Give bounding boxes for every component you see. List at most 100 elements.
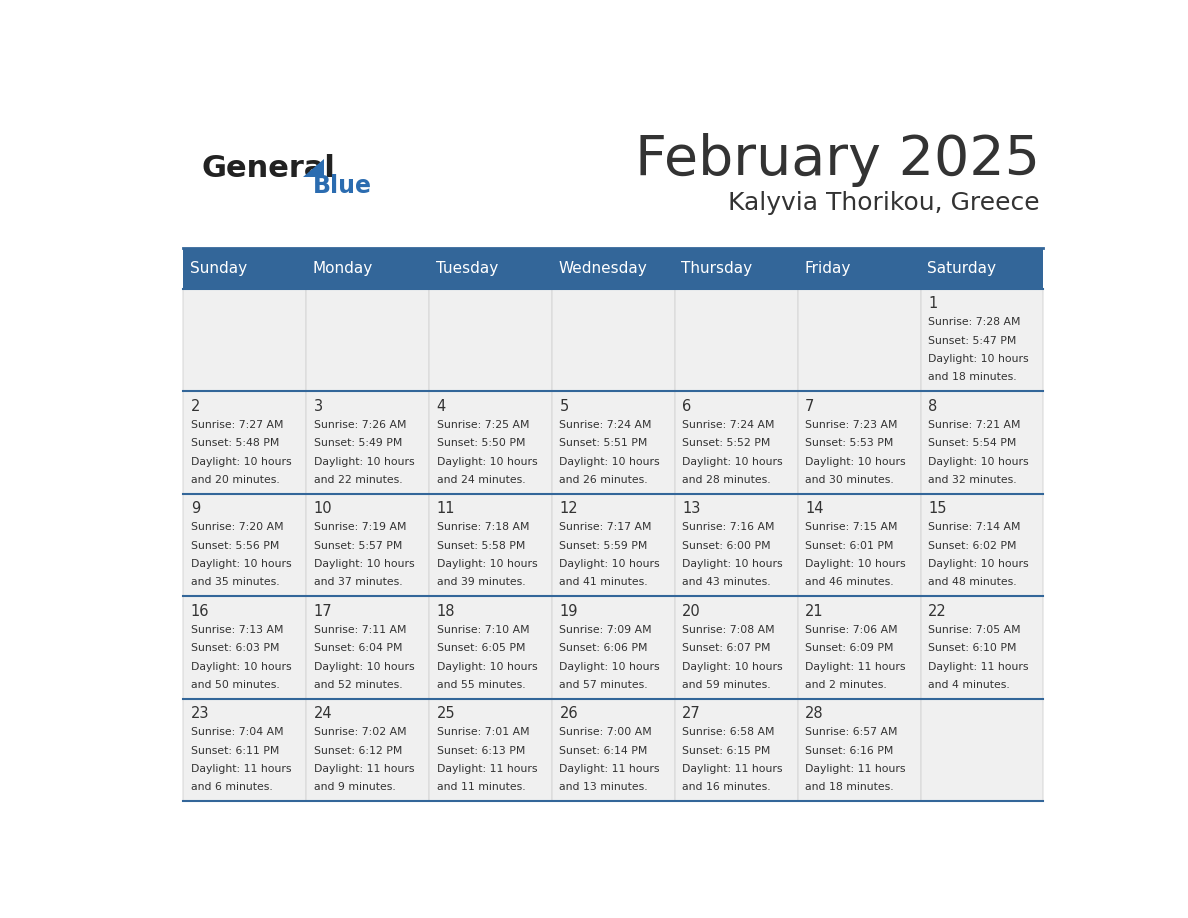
Bar: [307, 699, 429, 801]
Text: Sunset: 6:16 PM: Sunset: 6:16 PM: [805, 745, 893, 756]
Text: Daylight: 10 hours: Daylight: 10 hours: [928, 354, 1029, 364]
Text: 17: 17: [314, 603, 333, 619]
Text: 27: 27: [682, 706, 701, 721]
Text: Sunrise: 7:05 AM: Sunrise: 7:05 AM: [928, 625, 1020, 634]
Text: Sunrise: 7:19 AM: Sunrise: 7:19 AM: [314, 522, 406, 532]
Text: 15: 15: [928, 501, 947, 516]
Text: and 48 minutes.: and 48 minutes.: [928, 577, 1017, 588]
Text: and 50 minutes.: and 50 minutes.: [191, 680, 279, 690]
Text: Sunset: 6:05 PM: Sunset: 6:05 PM: [436, 644, 525, 653]
Text: 18: 18: [436, 603, 455, 619]
Text: Daylight: 10 hours: Daylight: 10 hours: [560, 456, 661, 466]
Text: Sunrise: 7:00 AM: Sunrise: 7:00 AM: [560, 727, 652, 737]
Text: 7: 7: [805, 398, 815, 413]
Bar: [307, 289, 429, 391]
Text: and 13 minutes.: and 13 minutes.: [560, 782, 647, 792]
Text: and 57 minutes.: and 57 minutes.: [560, 680, 647, 690]
Text: and 18 minutes.: and 18 minutes.: [805, 782, 893, 792]
Polygon shape: [303, 159, 324, 177]
Bar: [429, 597, 552, 699]
Text: Sunset: 5:51 PM: Sunset: 5:51 PM: [560, 438, 647, 448]
Text: Sunrise: 7:27 AM: Sunrise: 7:27 AM: [191, 420, 284, 430]
Bar: [307, 597, 429, 699]
Text: Sunset: 6:02 PM: Sunset: 6:02 PM: [928, 541, 1017, 551]
Text: Daylight: 10 hours: Daylight: 10 hours: [191, 662, 291, 671]
Text: 23: 23: [191, 706, 209, 721]
Text: 9: 9: [191, 501, 200, 516]
Bar: [675, 699, 797, 801]
Bar: [552, 391, 675, 494]
Text: Sunrise: 7:01 AM: Sunrise: 7:01 AM: [436, 727, 529, 737]
Text: 19: 19: [560, 603, 577, 619]
Text: Daylight: 10 hours: Daylight: 10 hours: [928, 456, 1029, 466]
Text: Daylight: 11 hours: Daylight: 11 hours: [682, 764, 783, 774]
Text: 4: 4: [436, 398, 446, 413]
Bar: [797, 289, 921, 391]
Text: Daylight: 10 hours: Daylight: 10 hours: [928, 559, 1029, 569]
Text: Sunset: 6:00 PM: Sunset: 6:00 PM: [682, 541, 771, 551]
Text: Sunrise: 7:20 AM: Sunrise: 7:20 AM: [191, 522, 284, 532]
Text: and 28 minutes.: and 28 minutes.: [682, 475, 771, 485]
Text: 25: 25: [436, 706, 455, 721]
Text: Daylight: 10 hours: Daylight: 10 hours: [682, 662, 783, 671]
Text: and 24 minutes.: and 24 minutes.: [436, 475, 525, 485]
Text: Sunrise: 6:58 AM: Sunrise: 6:58 AM: [682, 727, 775, 737]
Text: Sunset: 6:13 PM: Sunset: 6:13 PM: [436, 745, 525, 756]
Bar: [307, 494, 429, 597]
Bar: [921, 699, 1043, 801]
Text: Sunset: 6:07 PM: Sunset: 6:07 PM: [682, 644, 771, 653]
Text: Sunset: 6:14 PM: Sunset: 6:14 PM: [560, 745, 647, 756]
Text: Thursday: Thursday: [682, 261, 752, 276]
Bar: [183, 248, 1043, 289]
Bar: [675, 391, 797, 494]
Text: 3: 3: [314, 398, 323, 413]
Text: Daylight: 11 hours: Daylight: 11 hours: [560, 764, 659, 774]
Text: Sunset: 6:04 PM: Sunset: 6:04 PM: [314, 644, 403, 653]
Text: and 22 minutes.: and 22 minutes.: [314, 475, 403, 485]
Text: General: General: [202, 153, 336, 183]
Text: Daylight: 10 hours: Daylight: 10 hours: [314, 559, 415, 569]
Text: Sunset: 6:15 PM: Sunset: 6:15 PM: [682, 745, 771, 756]
Text: 21: 21: [805, 603, 823, 619]
Text: Tuesday: Tuesday: [436, 261, 498, 276]
Bar: [429, 289, 552, 391]
Text: Sunrise: 7:21 AM: Sunrise: 7:21 AM: [928, 420, 1020, 430]
Text: Sunrise: 7:28 AM: Sunrise: 7:28 AM: [928, 318, 1020, 328]
Text: and 4 minutes.: and 4 minutes.: [928, 680, 1010, 690]
Text: and 16 minutes.: and 16 minutes.: [682, 782, 771, 792]
Text: 26: 26: [560, 706, 579, 721]
Text: Sunset: 6:11 PM: Sunset: 6:11 PM: [191, 745, 279, 756]
Text: 12: 12: [560, 501, 579, 516]
Text: Sunrise: 7:18 AM: Sunrise: 7:18 AM: [436, 522, 529, 532]
Text: and 30 minutes.: and 30 minutes.: [805, 475, 893, 485]
Bar: [552, 289, 675, 391]
Text: 2: 2: [191, 398, 201, 413]
Text: 8: 8: [928, 398, 937, 413]
Text: Sunrise: 7:09 AM: Sunrise: 7:09 AM: [560, 625, 652, 634]
Text: Daylight: 11 hours: Daylight: 11 hours: [928, 662, 1029, 671]
Text: and 46 minutes.: and 46 minutes.: [805, 577, 893, 588]
Text: and 41 minutes.: and 41 minutes.: [560, 577, 647, 588]
Bar: [921, 494, 1043, 597]
Text: Monday: Monday: [312, 261, 373, 276]
Text: Sunrise: 7:04 AM: Sunrise: 7:04 AM: [191, 727, 284, 737]
Text: Sunset: 6:06 PM: Sunset: 6:06 PM: [560, 644, 647, 653]
Text: and 20 minutes.: and 20 minutes.: [191, 475, 279, 485]
Text: and 26 minutes.: and 26 minutes.: [560, 475, 647, 485]
Text: Sunset: 5:56 PM: Sunset: 5:56 PM: [191, 541, 279, 551]
Text: and 37 minutes.: and 37 minutes.: [314, 577, 403, 588]
Text: Sunrise: 7:02 AM: Sunrise: 7:02 AM: [314, 727, 406, 737]
Text: 20: 20: [682, 603, 701, 619]
Text: and 52 minutes.: and 52 minutes.: [314, 680, 403, 690]
Text: and 32 minutes.: and 32 minutes.: [928, 475, 1017, 485]
Bar: [797, 597, 921, 699]
Bar: [552, 597, 675, 699]
Bar: [921, 391, 1043, 494]
Text: Sunset: 6:10 PM: Sunset: 6:10 PM: [928, 644, 1017, 653]
Text: Sunrise: 7:25 AM: Sunrise: 7:25 AM: [436, 420, 529, 430]
Text: and 55 minutes.: and 55 minutes.: [436, 680, 525, 690]
Bar: [183, 391, 307, 494]
Text: Sunrise: 7:15 AM: Sunrise: 7:15 AM: [805, 522, 898, 532]
Text: 16: 16: [191, 603, 209, 619]
Bar: [675, 494, 797, 597]
